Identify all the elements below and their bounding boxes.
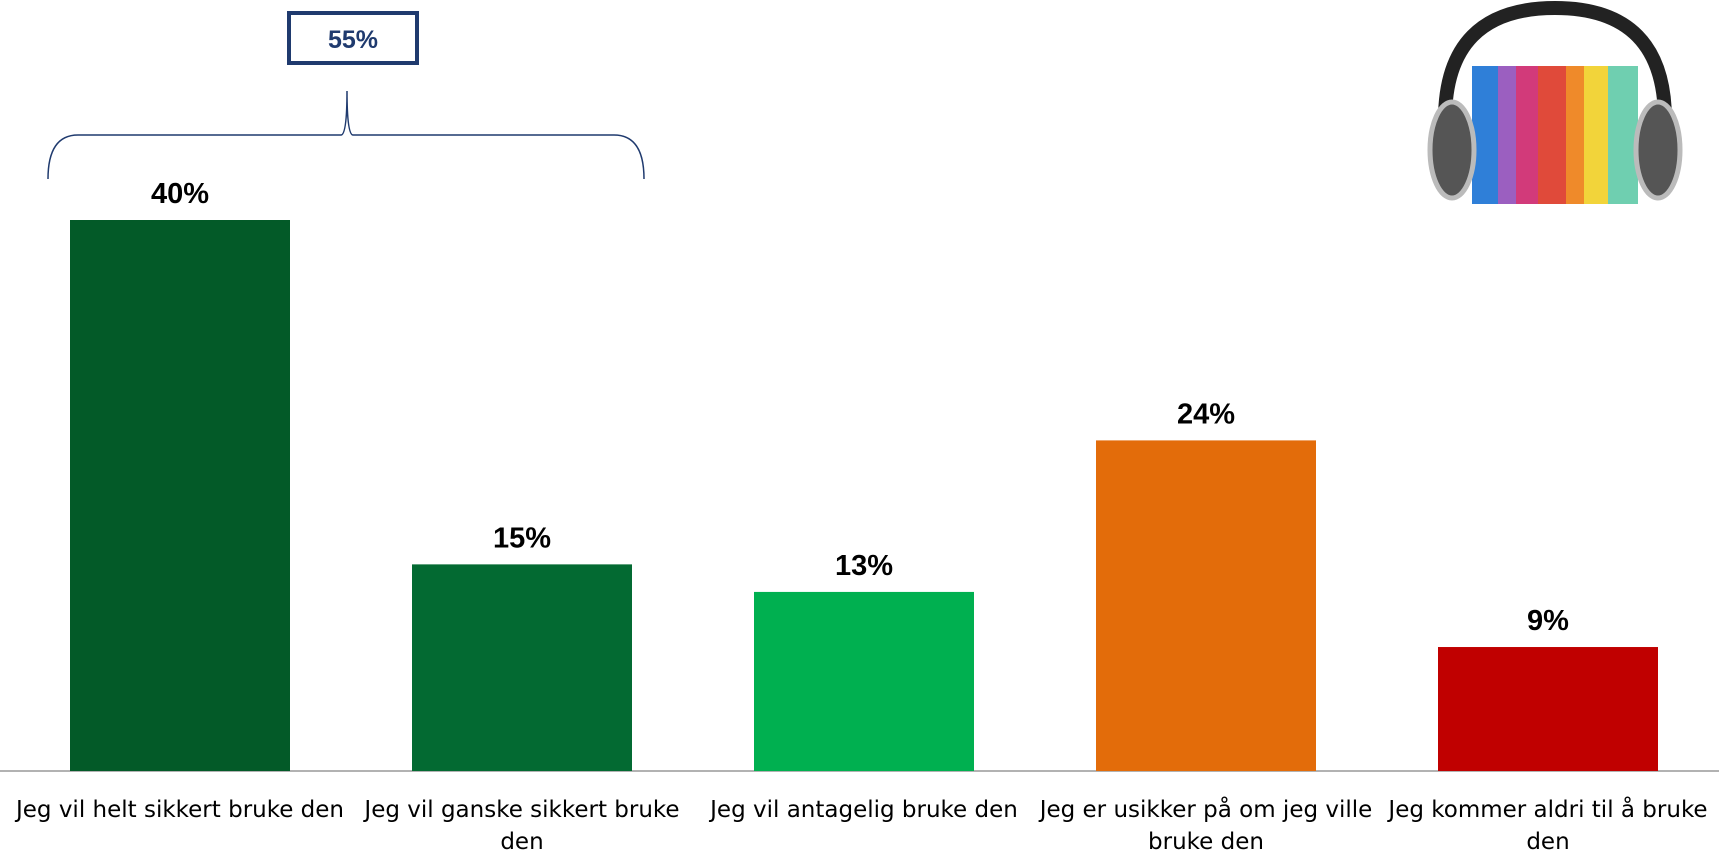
x-tick-label: Jeg vil ganske sikkert bruke den	[347, 794, 697, 855]
value-label: 40%	[151, 178, 209, 210]
bracket-label: 55%	[328, 26, 378, 54]
x-tick-label: Jeg vil helt sikkert bruke den	[5, 794, 355, 826]
book	[1608, 66, 1638, 204]
bar	[1438, 647, 1658, 771]
bar	[1096, 440, 1316, 771]
book	[1472, 66, 1498, 204]
value-label: 13%	[835, 550, 893, 582]
bracket	[48, 91, 644, 179]
x-tick-label: Jeg kommer aldri til å bruke den	[1373, 794, 1719, 855]
x-tick-label: Jeg er usikker på om jeg ville bruke den	[1031, 794, 1381, 855]
book	[1516, 66, 1538, 204]
ear-cup	[1430, 102, 1474, 198]
bar	[754, 592, 974, 771]
ear-cup	[1636, 102, 1680, 198]
book	[1538, 66, 1566, 204]
book	[1584, 66, 1608, 204]
page: 40%15%13%24%9%55% (() => { const data = …	[0, 0, 1719, 855]
chart: 40% 15% 13% 24% 9% 55%	[0, 0, 1719, 855]
bar	[70, 220, 290, 771]
bar	[412, 564, 632, 771]
headphones-icon	[1430, 8, 1680, 204]
value-label: 24%	[1177, 398, 1235, 430]
value-label: 15%	[493, 522, 551, 554]
book	[1566, 66, 1584, 204]
x-tick-label: Jeg vil antagelig bruke den	[689, 794, 1039, 826]
book	[1498, 66, 1516, 204]
value-label: 9%	[1527, 605, 1569, 637]
